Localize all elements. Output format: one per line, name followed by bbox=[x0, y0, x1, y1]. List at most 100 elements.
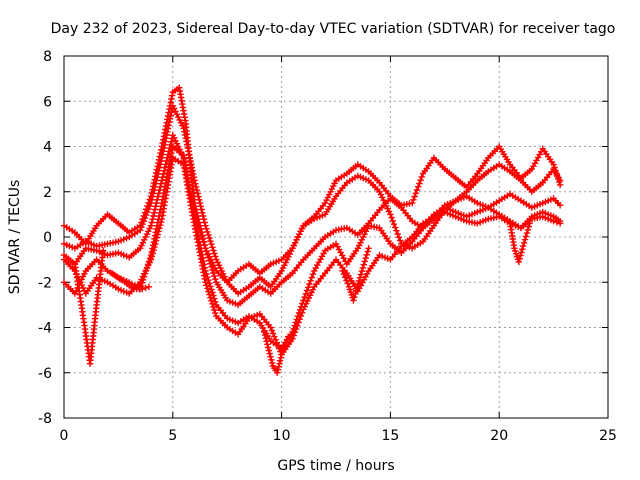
data-point-marker bbox=[389, 217, 396, 225]
data-point-marker bbox=[151, 206, 159, 213]
data-point-marker bbox=[139, 221, 146, 228]
data-point-marker bbox=[264, 344, 272, 351]
data-point-marker bbox=[364, 248, 371, 255]
data-point-marker bbox=[209, 300, 216, 307]
data-point-marker bbox=[172, 108, 179, 115]
data-point-marker bbox=[519, 242, 527, 250]
data-point-marker bbox=[206, 291, 213, 298]
data-point-marker bbox=[156, 164, 163, 171]
data-point-marker bbox=[81, 270, 88, 277]
data-point-marker bbox=[172, 137, 179, 144]
data-point-marker bbox=[306, 280, 313, 288]
data-point-marker bbox=[280, 345, 287, 352]
data-point-marker bbox=[150, 186, 158, 194]
series-pass-1 bbox=[60, 84, 564, 286]
x-tick-label: 15 bbox=[381, 428, 399, 444]
data-point-marker bbox=[307, 292, 314, 299]
data-point-marker bbox=[139, 239, 147, 246]
data-point-marker bbox=[301, 303, 308, 310]
data-point-marker bbox=[222, 276, 229, 283]
data-point-marker bbox=[141, 214, 149, 222]
data-point-marker bbox=[202, 279, 209, 286]
data-point-marker bbox=[284, 333, 292, 340]
data-point-marker bbox=[204, 285, 211, 292]
y-tick-label: 6 bbox=[43, 94, 52, 110]
data-point-marker bbox=[525, 223, 532, 230]
y-axis-title: SDTVAR / TECUs bbox=[7, 180, 23, 295]
data-point-marker bbox=[71, 290, 79, 297]
data-point-marker bbox=[197, 203, 204, 210]
data-point-marker bbox=[362, 254, 369, 262]
data-point-marker bbox=[190, 174, 198, 181]
data-point-marker bbox=[292, 325, 300, 333]
data-point-marker bbox=[272, 336, 279, 343]
data-point-marker bbox=[211, 272, 218, 280]
data-point-marker bbox=[138, 224, 145, 231]
data-point-marker bbox=[281, 342, 289, 349]
data-point-marker bbox=[208, 241, 215, 248]
data-point-marker bbox=[360, 261, 367, 268]
data-point-marker bbox=[353, 284, 361, 291]
data-point-marker bbox=[199, 212, 207, 220]
data-point-marker bbox=[291, 329, 299, 336]
data-point-marker bbox=[357, 239, 364, 246]
data-point-marker bbox=[354, 281, 362, 288]
data-point-marker bbox=[353, 287, 360, 294]
data-point-marker bbox=[185, 148, 192, 155]
data-point-marker bbox=[156, 225, 163, 232]
x-axis-title: GPS time / hours bbox=[277, 458, 394, 474]
data-point-marker bbox=[526, 220, 533, 227]
y-tick-label: -4 bbox=[38, 321, 52, 337]
x-tick-label: 25 bbox=[599, 428, 617, 444]
data-point-marker bbox=[556, 177, 564, 184]
data-point-marker bbox=[278, 351, 285, 358]
data-point-marker bbox=[392, 224, 399, 231]
data-point-marker bbox=[199, 209, 206, 216]
data-point-marker bbox=[153, 234, 161, 241]
data-point-marker bbox=[359, 264, 366, 272]
data-point-marker bbox=[144, 208, 151, 216]
data-point-marker bbox=[148, 253, 156, 260]
data-point-marker bbox=[331, 180, 338, 187]
data-point-marker bbox=[412, 190, 419, 197]
data-point-marker bbox=[157, 161, 164, 168]
series-line bbox=[63, 156, 561, 356]
data-point-marker bbox=[262, 335, 269, 342]
data-point-marker bbox=[160, 170, 167, 178]
data-point-marker bbox=[157, 218, 165, 226]
data-point-marker bbox=[195, 193, 202, 200]
data-point-marker bbox=[339, 267, 346, 275]
axis-ticks: 0 5 10 15 20 25 -8 -6 -4 -2 0 2 4 6 8 bbox=[38, 49, 617, 444]
data-point-marker bbox=[151, 243, 158, 251]
series-dip-1 bbox=[71, 247, 107, 367]
data-point-marker bbox=[357, 271, 365, 278]
data-point-marker bbox=[142, 284, 149, 292]
data-point-marker bbox=[210, 269, 217, 277]
data-point-marker bbox=[212, 253, 219, 260]
data-point-marker bbox=[139, 285, 146, 293]
data-point-marker bbox=[203, 282, 210, 289]
data-point-marker bbox=[303, 287, 311, 294]
data-point-marker bbox=[321, 199, 329, 207]
data-point-marker bbox=[146, 259, 153, 266]
data-point-marker bbox=[273, 339, 280, 346]
data-point-marker bbox=[410, 196, 417, 203]
data-point-marker bbox=[376, 188, 383, 195]
data-point-marker bbox=[204, 228, 211, 236]
data-point-marker bbox=[137, 227, 144, 234]
data-point-marker bbox=[524, 226, 531, 234]
data-point-marker bbox=[154, 170, 162, 178]
data-point-marker bbox=[553, 219, 561, 226]
data-point-marker bbox=[154, 231, 161, 238]
data-point-marker bbox=[150, 212, 157, 220]
data-point-marker bbox=[302, 290, 309, 297]
data-point-marker bbox=[301, 293, 308, 301]
data-point-marker bbox=[299, 309, 306, 316]
data-point-marker bbox=[305, 284, 312, 291]
data-point-marker bbox=[274, 369, 281, 376]
data-point-marker bbox=[207, 237, 214, 245]
data-point-marker bbox=[210, 303, 217, 311]
data-point-marker bbox=[204, 251, 211, 258]
data-point-marker bbox=[268, 327, 276, 334]
data-point-marker bbox=[168, 109, 175, 116]
